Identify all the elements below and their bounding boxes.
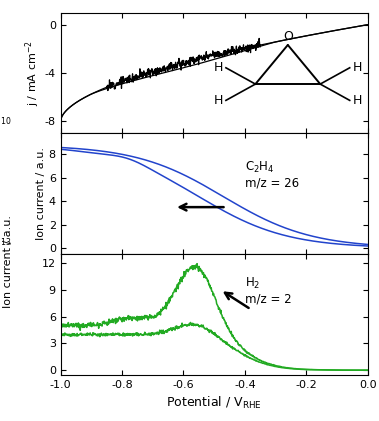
Text: 12×10$^{-13}$: 12×10$^{-13}$ [0,236,11,253]
Y-axis label: j / mA cm$^{-2}$: j / mA cm$^{-2}$ [23,40,42,106]
Text: Ion current / a.u.: Ion current / a.u. [3,215,13,307]
Text: H$_2$
m/z = 2: H$_2$ m/z = 2 [245,276,291,306]
Text: C$_2$H$_4$
m/z = 26: C$_2$H$_4$ m/z = 26 [245,160,299,190]
Text: 8×10$^{-10}$: 8×10$^{-10}$ [0,115,11,132]
Y-axis label: Ion current / a.u.: Ion current / a.u. [36,147,46,240]
X-axis label: Potential / V$_\mathrm{RHE}$: Potential / V$_\mathrm{RHE}$ [166,395,262,411]
